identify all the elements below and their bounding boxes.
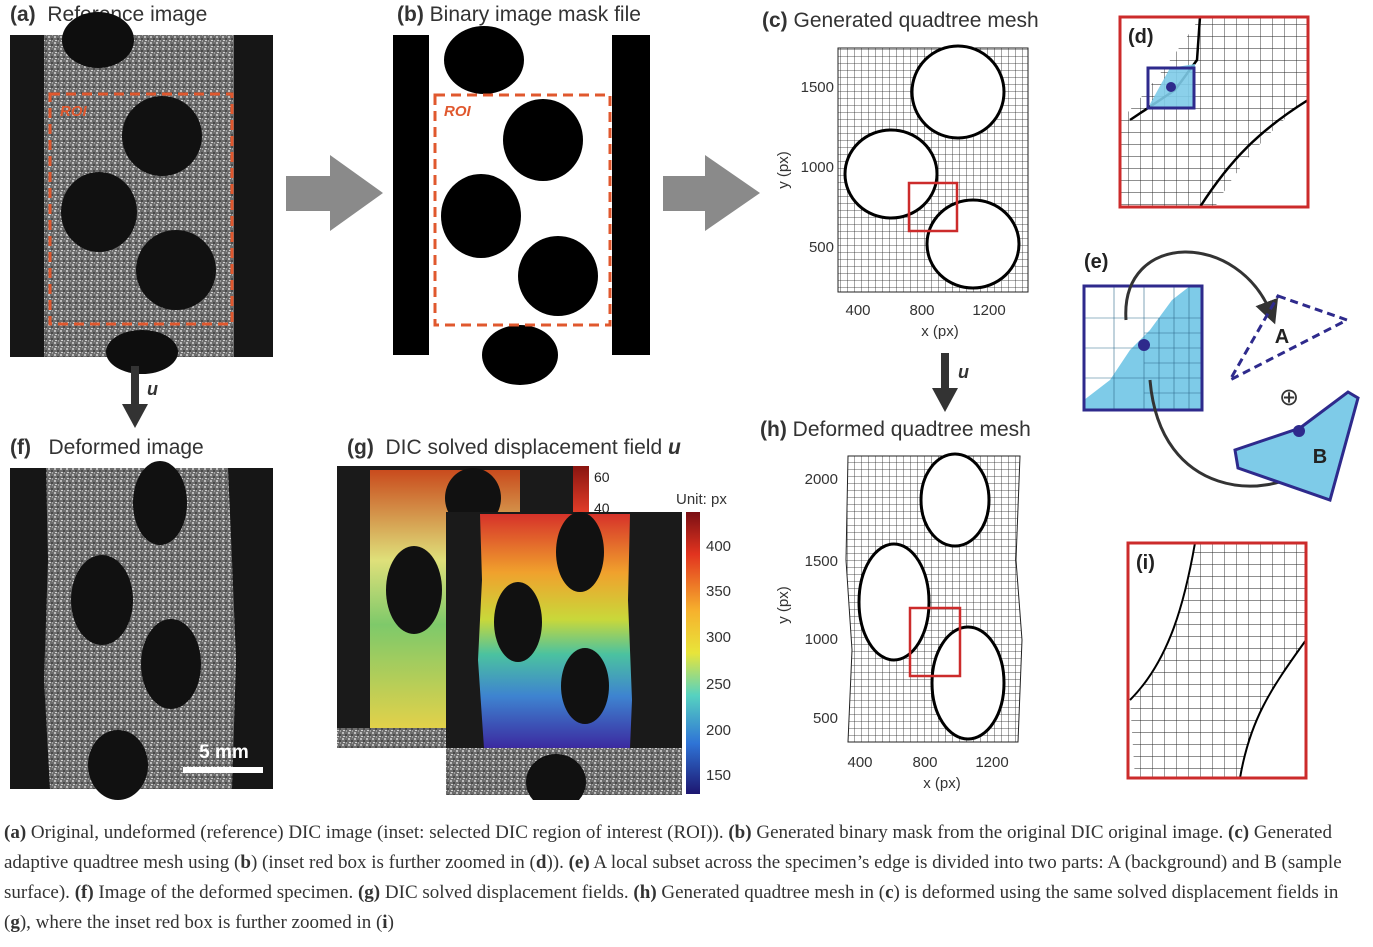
panel-d-label: (d) — [1128, 26, 1154, 48]
deformed-image — [10, 461, 273, 800]
xtick: 800 — [909, 302, 934, 319]
colorbar-ticks: 400 350 300 250 200 150 — [706, 538, 731, 784]
part-a-shape — [1226, 294, 1351, 384]
zoom-inset-d — [1118, 15, 1310, 209]
cbar-tick: 300 — [706, 629, 731, 646]
curved-arrow-icon — [1124, 250, 1278, 325]
panel-h-label: (h) Deformed quadtree mesh — [760, 418, 1031, 441]
panel-e-label: (e) — [1084, 251, 1108, 273]
ytick: 1000 — [805, 631, 838, 648]
y-axis-label: y (px) — [775, 151, 792, 189]
ytick: 1000 — [801, 159, 834, 176]
x-axis-label: x (px) — [921, 323, 959, 340]
unit-label: Unit: px — [676, 491, 727, 508]
figure-graphics: ROI ROI 1500 1000 500 — [10, 12, 1360, 800]
panel-b-label: (b) Binary image mask file — [397, 3, 641, 26]
cbar2-tick: 60 — [594, 469, 610, 485]
subset-diagram — [1082, 250, 1360, 502]
ytick: 500 — [813, 710, 838, 727]
xtick: 800 — [912, 754, 937, 771]
axis-h: 2000 1500 1000 500 400 800 1200 x (px) y… — [775, 471, 1009, 792]
u-label: u — [958, 362, 969, 382]
roi-label-b: ROI — [444, 103, 472, 120]
cbar-tick: 400 — [706, 538, 731, 555]
cbar-tick: 200 — [706, 722, 731, 739]
binary-mask-image — [393, 26, 650, 385]
panel-c-label: (c) Generated quadtree mesh — [762, 9, 1039, 32]
u-label: u — [147, 379, 158, 399]
displacement-field-front — [446, 512, 682, 800]
ytick: 1500 — [805, 553, 838, 570]
part-b-label: B — [1313, 446, 1327, 468]
ytick: 500 — [809, 239, 834, 256]
xtick: 400 — [845, 302, 870, 319]
arrow-right-icon — [663, 155, 760, 231]
figure-caption: (a) Original, undeformed (reference) DIC… — [4, 822, 1342, 933]
panel-f-label: (f) Deformed image — [10, 436, 204, 459]
cbar-tick: 150 — [706, 767, 731, 784]
part-a-label: A — [1275, 326, 1289, 348]
scale-bar-label: 5 mm — [199, 742, 249, 763]
quadtree-mesh-h — [845, 452, 1023, 743]
xtick: 400 — [847, 754, 872, 771]
oplus-icon: ⊕ — [1279, 384, 1299, 411]
reference-image — [10, 12, 273, 374]
arrow-down-icon — [122, 366, 148, 428]
zoom-inset-i — [1126, 541, 1308, 780]
figure: (a) Reference image (b) Binary image mas… — [10, 3, 1360, 800]
ytick: 2000 — [805, 471, 838, 488]
axis-c: 1500 1000 500 400 800 1200 x (px) y (px) — [775, 79, 1006, 340]
arrow-right-icon — [286, 155, 383, 231]
cbar-tick: 250 — [706, 676, 731, 693]
part-b-shape — [1233, 390, 1360, 502]
xtick: 1200 — [972, 302, 1005, 319]
panel-g-label: (g) DIC solved displacement field u — [347, 436, 681, 459]
cbar-tick: 350 — [706, 583, 731, 600]
quadtree-mesh-c — [837, 44, 1029, 293]
zoom-box-h — [908, 606, 962, 678]
colorbar-back — [573, 466, 589, 516]
colorbar — [686, 512, 700, 794]
y-axis-label: y (px) — [775, 586, 792, 624]
xtick: 1200 — [975, 754, 1008, 771]
zoom-box-c — [907, 181, 959, 233]
x-axis-label: x (px) — [923, 775, 961, 792]
arrow-down-icon — [932, 353, 958, 412]
panel-i-label: (i) — [1136, 552, 1155, 574]
roi-label-a: ROI — [60, 103, 88, 120]
ytick: 1500 — [801, 79, 834, 96]
